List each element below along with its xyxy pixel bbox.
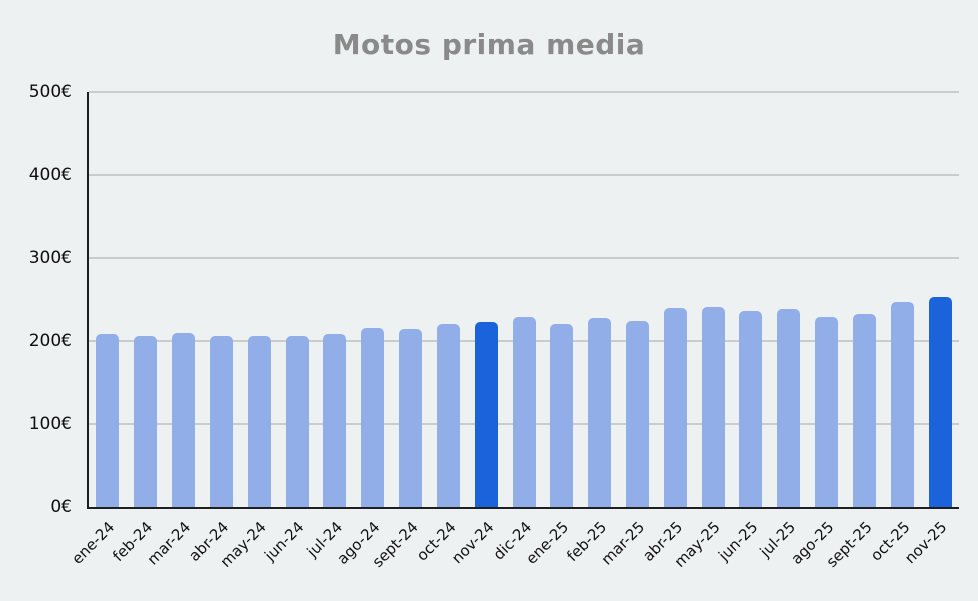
- bar-oct-25[interactable]: [890, 302, 914, 507]
- bar-slot-may-24: [240, 92, 278, 507]
- bar-ago-25[interactable]: [815, 316, 839, 507]
- y-tick-label-300: 300€: [28, 248, 72, 268]
- y-tick-label-0: 0€: [50, 497, 72, 517]
- bar-slot-sept-24: [392, 92, 430, 507]
- bar-may-25[interactable]: [701, 306, 725, 507]
- bar-slot-may-25: [694, 92, 732, 507]
- bar-jun-25[interactable]: [739, 311, 763, 507]
- x-label-slot-jun-24: jun-24: [261, 511, 314, 599]
- bar-ago-24[interactable]: [361, 327, 385, 507]
- bar-slot-abr-24: [202, 92, 240, 507]
- bar-slot-dic-24: [505, 92, 543, 507]
- bar-dic-24[interactable]: [512, 316, 536, 507]
- bar-slot-oct-24: [429, 92, 467, 507]
- bar-ene-25[interactable]: [550, 323, 574, 507]
- bar-oct-24[interactable]: [436, 324, 460, 507]
- x-axis-tick-labels: ene-24 feb-24 mar-24 abr-24 may-24 jun-24 jul-…: [69, 511, 957, 599]
- bar-abr-24[interactable]: [209, 336, 233, 507]
- bar-slot-sept-25: [846, 92, 884, 507]
- bar-slot-ene-24: [89, 92, 127, 507]
- bar-slot-oct-25: [883, 92, 921, 507]
- bar-ene-24[interactable]: [96, 334, 120, 507]
- bar-slot-abr-25: [656, 92, 694, 507]
- bar-slot-ago-25: [808, 92, 846, 507]
- y-tick-label-200: 200€: [28, 331, 72, 351]
- bar-slot-jun-25: [732, 92, 770, 507]
- bar-slot-jul-24: [316, 92, 354, 507]
- y-tick-label-500: 500€: [28, 82, 72, 102]
- y-tick-label-100: 100€: [28, 414, 72, 434]
- gridline-500: [89, 91, 959, 93]
- bar-slot-jun-24: [278, 92, 316, 507]
- bar-jul-24[interactable]: [323, 334, 347, 507]
- bar-slot-mar-24: [165, 92, 203, 507]
- bar-slot-mar-25: [619, 92, 657, 507]
- bar-series: [89, 92, 959, 507]
- bar-jun-24[interactable]: [285, 336, 309, 507]
- bar-may-24[interactable]: [247, 336, 271, 507]
- bar-feb-25[interactable]: [588, 317, 612, 507]
- bar-slot-ago-24: [354, 92, 392, 507]
- bar-sept-24[interactable]: [399, 329, 423, 507]
- bar-nov-24[interactable]: [474, 321, 498, 507]
- bar-slot-nov-24: [467, 92, 505, 507]
- chart-title: Motos prima media: [332, 28, 646, 61]
- y-tick-label-400: 400€: [28, 165, 72, 185]
- bar-slot-nov-25: [921, 92, 959, 507]
- bar-jul-25[interactable]: [777, 309, 801, 507]
- x-tick-label-ene-24: ene-24: [68, 518, 119, 568]
- bar-slot-feb-25: [581, 92, 619, 507]
- y-axis-tick-labels: 0€ 100€ 200€ 300€ 400€ 500€: [0, 82, 80, 517]
- bar-slot-feb-24: [127, 92, 165, 507]
- bar-nov-25[interactable]: [928, 297, 952, 507]
- bar-slot-ene-25: [543, 92, 581, 507]
- bar-abr-25[interactable]: [663, 307, 687, 507]
- plot-area: [87, 91, 959, 509]
- bar-sept-25[interactable]: [852, 313, 876, 507]
- gridline-300: [89, 257, 959, 259]
- gridline-400: [89, 174, 959, 176]
- bar-slot-jul-25: [770, 92, 808, 507]
- bar-mar-24[interactable]: [172, 332, 196, 507]
- x-label-slot-nov-25: nov-25: [902, 511, 957, 599]
- x-label-slot-jun-25: jun-25: [715, 511, 768, 599]
- bar-feb-24[interactable]: [134, 336, 158, 507]
- bar-mar-25[interactable]: [626, 321, 649, 507]
